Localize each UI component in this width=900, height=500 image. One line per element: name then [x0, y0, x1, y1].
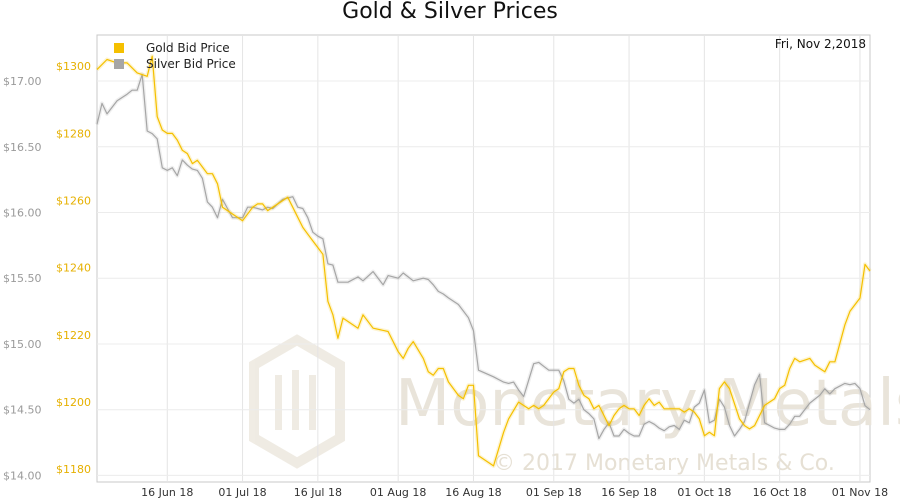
x-tick-label: 01 Aug 18: [370, 486, 426, 499]
x-tick-label: 16 Sep 18: [601, 486, 657, 499]
silver-bid-price-line: [96, 73, 871, 440]
left-tick-label: $14.50: [3, 404, 42, 417]
plot-area: [96, 34, 871, 483]
left-tick-label: $15.50: [3, 272, 42, 285]
legend-label: Gold Bid Price: [146, 41, 230, 55]
x-tick-label: 01 Oct 18: [677, 486, 731, 499]
right-axis-ticks: $1180 $1200 $1220 $1240 $1260 $1280 $1300: [56, 60, 91, 476]
x-tick-label: 01 Sep 18: [526, 486, 582, 499]
right-tick-label: $1180: [56, 463, 91, 476]
legend-item[interactable]: Gold Bid Price: [114, 41, 230, 55]
x-axis-ticks: 16 Jun 18 01 Jul 18 16 Jul 18 01 Aug 18 16 A…: [141, 486, 888, 499]
x-tick-label: 16 Oct 18: [753, 486, 807, 499]
left-tick-label: $16.50: [3, 141, 42, 154]
x-tick-label: 16 Jul 18: [294, 486, 342, 499]
legend-item[interactable]: Silver Bid Price: [114, 57, 236, 71]
watermark-copyright: © 2017 Monetary Metals & Co.: [493, 451, 835, 476]
watermark-brand: Monetary Metals: [395, 367, 900, 441]
right-tick-label: $1260: [56, 195, 91, 208]
x-tick-label: 16 Jun 18: [141, 486, 193, 499]
watermark: Monetary Metals © 2017 Monetary Metals &…: [249, 334, 900, 476]
left-tick-label: $14.00: [3, 469, 42, 482]
gold-bid-price-line: [96, 55, 871, 467]
left-tick-label: $16.00: [3, 206, 42, 219]
watermark-logo: [249, 334, 345, 469]
x-tick-label: 01 Nov 18: [832, 486, 888, 499]
x-tick-label: 01 Jul 18: [218, 486, 266, 499]
legend-label: Silver Bid Price: [146, 57, 236, 71]
legend: Gold Bid Price Silver Bid Price: [114, 41, 236, 71]
y-gridlines: [97, 80, 870, 476]
right-tick-label: $1240: [56, 262, 91, 275]
right-tick-label: $1280: [56, 127, 91, 140]
left-tick-label: $17.00: [3, 75, 42, 88]
x-gridlines: [166, 35, 861, 482]
plot-background: [96, 34, 871, 483]
series-layer: [95, 54, 872, 468]
chart-title: Gold & Silver Prices: [342, 0, 558, 24]
x-tick-label: 16 Aug 18: [445, 486, 501, 499]
date-label: Fri, Nov 2,2018: [775, 37, 866, 51]
left-axis-ticks: $14.00 $14.50 $15.00 $15.50 $16.00 $16.50 $17.…: [3, 75, 42, 482]
left-tick-label: $15.00: [3, 338, 42, 351]
legend-swatch: [114, 59, 124, 69]
right-tick-label: $1200: [56, 396, 91, 409]
legend-swatch: [114, 43, 124, 53]
right-tick-label: $1300: [56, 60, 91, 73]
right-tick-label: $1220: [56, 329, 91, 342]
